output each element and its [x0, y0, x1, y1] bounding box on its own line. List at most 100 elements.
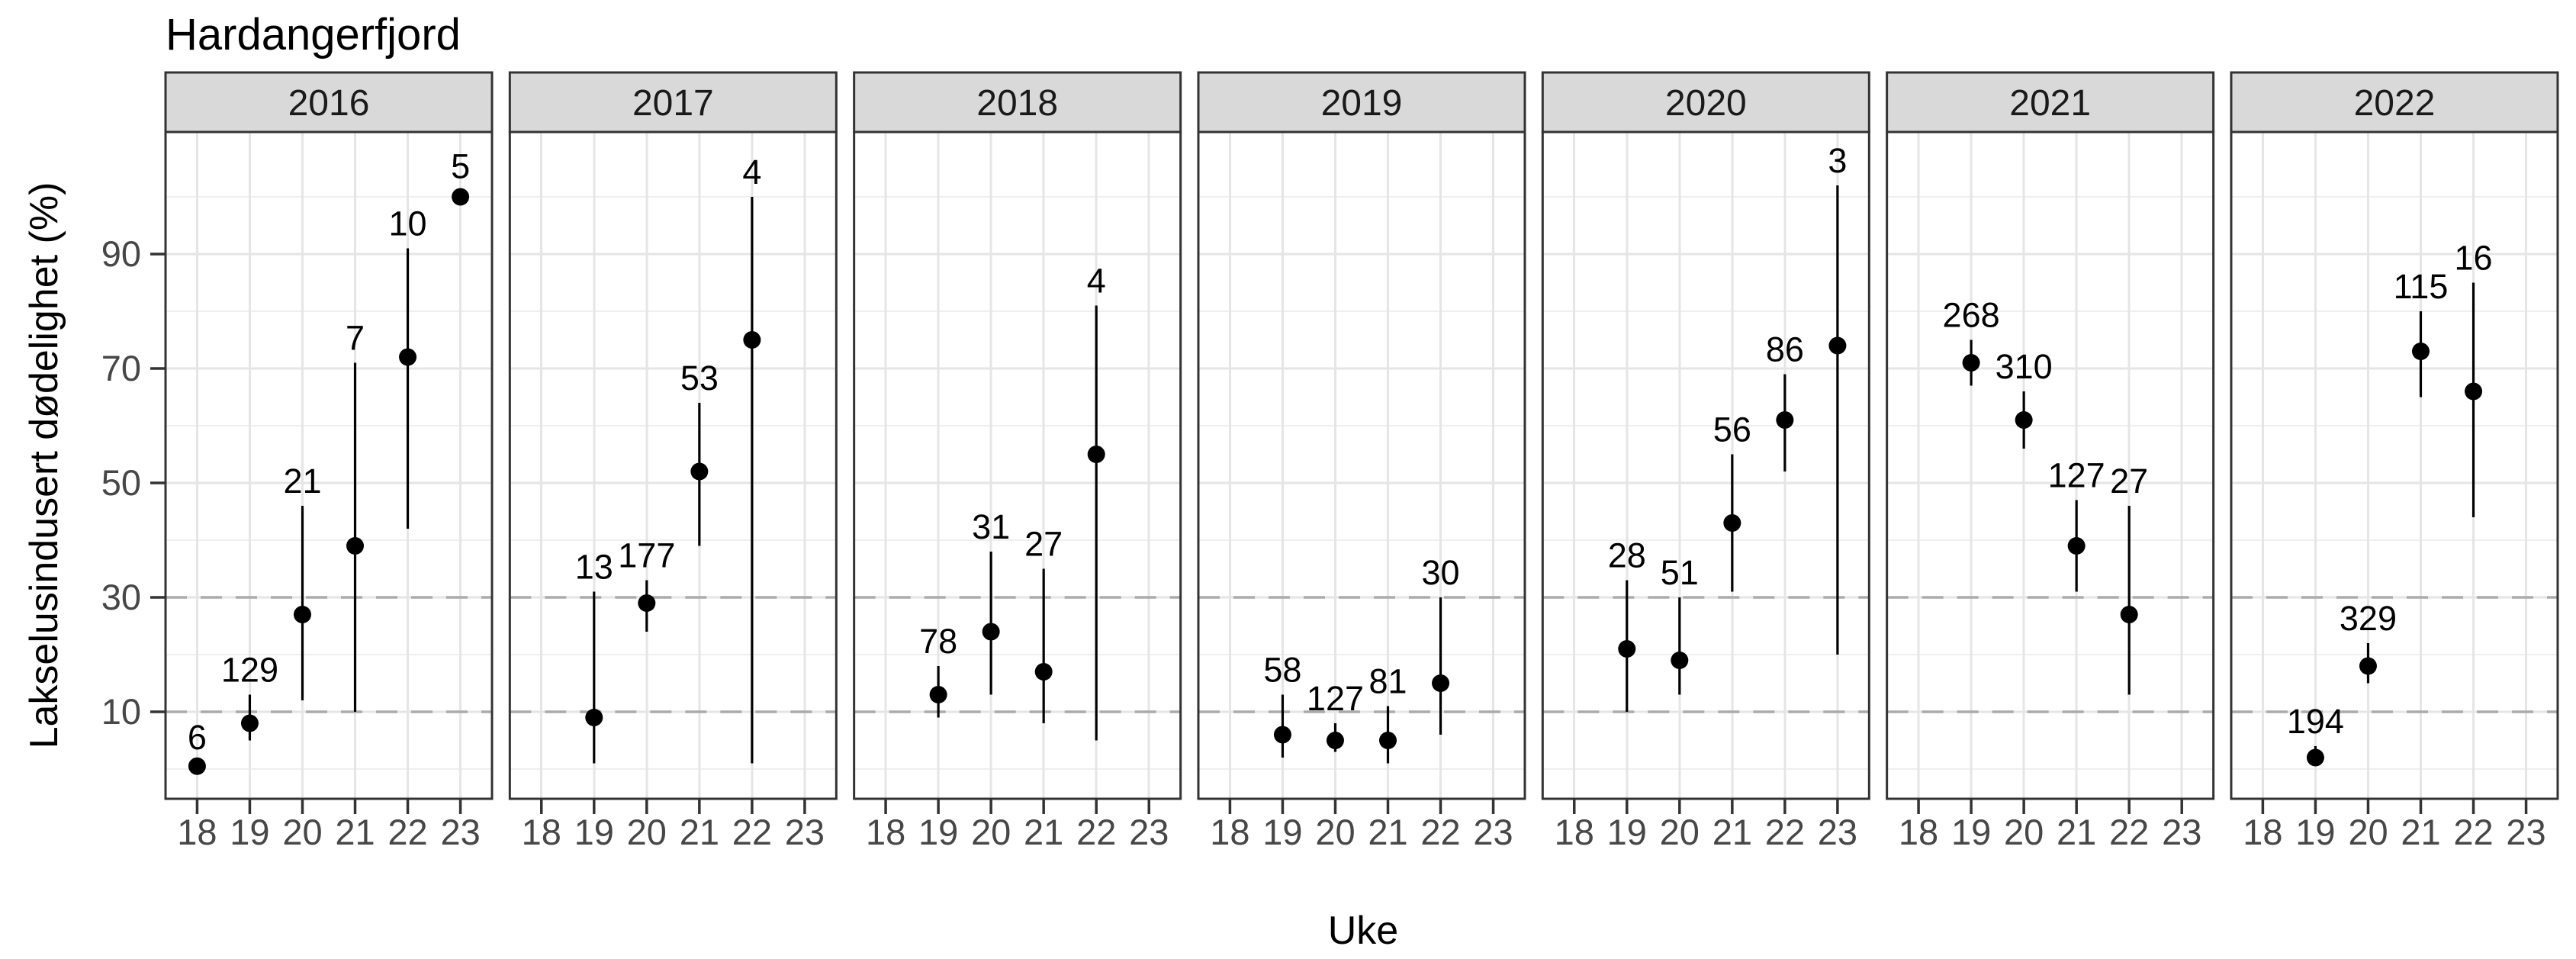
x-axis-tick-label: 20: [2004, 812, 2044, 852]
count-label: 127: [2048, 456, 2105, 495]
x-axis-tick-label: 18: [177, 812, 217, 852]
x-axis-tick-label: 19: [1951, 812, 1991, 852]
x-axis-tick-label: 19: [2295, 812, 2335, 852]
facet-2016: 6 129 21 7 10 5 2016 18 19 20 21 22 23: [164, 71, 494, 852]
count-label: 7: [346, 319, 365, 358]
x-axis-tick-label: 18: [1899, 812, 1938, 852]
data-point: [982, 623, 1000, 641]
data-point: [399, 348, 417, 366]
x-axis-tick-label: 22: [388, 812, 427, 852]
x-axis-tick-label: 18: [522, 812, 561, 852]
facet-strip: [164, 71, 494, 134]
facet-strip: [1197, 71, 1526, 134]
count-label: 21: [283, 462, 321, 500]
count-label: 194: [2287, 702, 2344, 741]
count-label: 3: [1828, 141, 1847, 180]
x-axis-tick-label: 21: [1368, 812, 1407, 852]
x-axis-tick-label: 19: [918, 812, 958, 852]
data-point: [188, 757, 206, 775]
data-point: [929, 686, 947, 703]
facet-strip: [1886, 71, 2215, 134]
x-axis-tick-label: 18: [2243, 812, 2282, 852]
facet-strip: [853, 71, 1182, 134]
facet-strip-label: 2021: [2009, 83, 2091, 124]
data-point: [1671, 652, 1689, 669]
x-axis-tick-label: 18: [1210, 812, 1249, 852]
data-point: [585, 709, 603, 726]
data-point: [638, 594, 656, 612]
data-point: [2120, 606, 2138, 623]
y-axis-tick-label: 50: [101, 462, 141, 503]
count-label: 5: [451, 147, 470, 186]
x-axis-tick-label: 22: [732, 812, 772, 852]
data-point: [2359, 657, 2377, 675]
x-axis-tick-label: 23: [1818, 812, 1857, 852]
count-label: 86: [1766, 330, 1804, 369]
y-axis: 10 30 50 70 90: [101, 233, 166, 732]
x-axis-tick-label: 23: [440, 812, 480, 852]
data-point: [1326, 732, 1344, 749]
data-point: [240, 714, 259, 732]
facet-strip: [2230, 71, 2559, 134]
y-axis-tick-label: 10: [101, 691, 141, 732]
data-point: [2067, 537, 2086, 555]
x-axis-tick-label: 23: [2506, 812, 2545, 852]
x-axis-tick-label: 23: [2162, 812, 2201, 852]
count-label: 27: [1024, 525, 1063, 564]
facet-2020: 28 51 56 86 3 2020 18 19 20 21 22 23: [1541, 71, 1870, 852]
data-point: [346, 537, 365, 555]
x-axis-tick-label: 22: [1420, 812, 1460, 852]
panel-background: [2230, 132, 2558, 799]
count-label: 4: [1087, 262, 1106, 301]
count-label: 27: [2110, 462, 2148, 500]
data-point: [1962, 354, 1980, 372]
count-label: 115: [2394, 267, 2449, 306]
x-axis-tick-label: 21: [680, 812, 719, 852]
facet-strip-label: 2018: [976, 83, 1058, 124]
x-axis-tick-label: 22: [2109, 812, 2149, 852]
count-label: 6: [188, 718, 207, 757]
facet-strip-label: 2022: [2354, 83, 2436, 124]
count-label: 78: [919, 622, 957, 661]
data-point: [2015, 411, 2033, 429]
y-axis-tick-label: 90: [101, 233, 141, 274]
x-axis-tick-label: 20: [1315, 812, 1355, 852]
x-axis-tick-label: 20: [2348, 812, 2388, 852]
x-axis-tick-label: 22: [2453, 812, 2493, 852]
data-point: [2465, 382, 2483, 401]
x-axis-tick-label: 19: [230, 812, 269, 852]
count-label: 329: [2340, 599, 2397, 638]
panel-background: [1542, 132, 1870, 799]
count-label: 30: [1422, 553, 1460, 592]
x-axis-tick-label: 21: [2057, 812, 2096, 852]
x-axis-tick-label: 20: [627, 812, 667, 852]
data-point: [2306, 748, 2324, 767]
x-axis-tick-label: 19: [1262, 812, 1302, 852]
count-label: 268: [1943, 296, 2000, 335]
x-axis-tick-label: 18: [866, 812, 905, 852]
x-axis-tick-label: 23: [1129, 812, 1169, 852]
data-point: [743, 331, 761, 349]
count-label: 58: [1263, 651, 1301, 690]
facet-strip-label: 2020: [1665, 83, 1747, 124]
chart-title: Hardangerfjord: [166, 10, 461, 60]
data-point: [1618, 640, 1636, 658]
panel-background: [1198, 132, 1525, 799]
panel-background: [166, 132, 492, 799]
panel-background: [854, 132, 1181, 799]
x-axis-tick-label: 20: [1660, 812, 1700, 852]
count-label: 31: [972, 507, 1010, 546]
count-label: 13: [575, 548, 613, 587]
data-point: [452, 188, 470, 206]
facet-strip-label: 2017: [632, 83, 714, 124]
data-point: [1776, 411, 1794, 429]
panel-background: [510, 132, 837, 799]
count-label: 51: [1661, 553, 1699, 592]
count-label: 4: [742, 153, 761, 191]
x-axis-tick-label: 22: [1765, 812, 1805, 852]
count-label: 127: [1307, 679, 1364, 718]
count-label: 28: [1608, 536, 1646, 575]
